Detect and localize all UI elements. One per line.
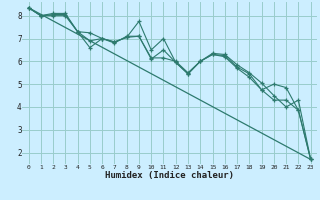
X-axis label: Humidex (Indice chaleur): Humidex (Indice chaleur) <box>105 171 234 180</box>
